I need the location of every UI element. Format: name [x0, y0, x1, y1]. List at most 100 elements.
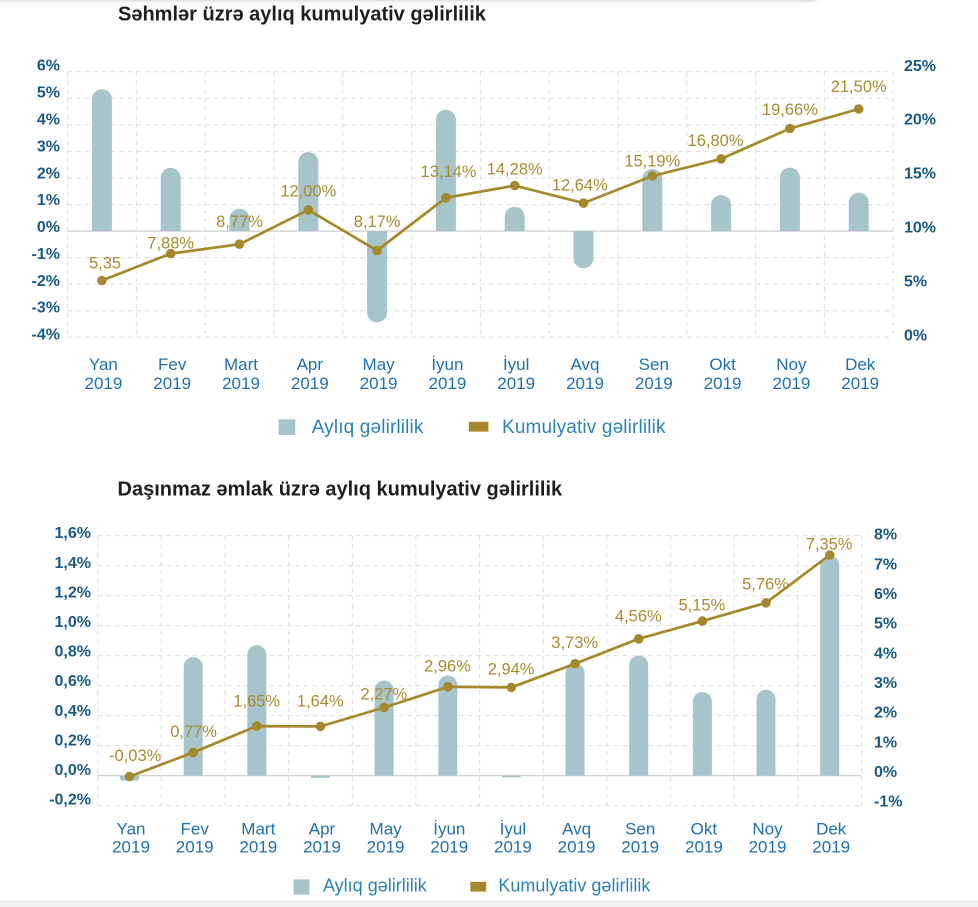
svg-text:7,35%: 7,35%: [806, 535, 853, 553]
svg-text:2019: 2019: [153, 374, 191, 393]
svg-text:İyul: İyul: [500, 820, 526, 839]
svg-text:Avq: Avq: [571, 355, 600, 374]
svg-text:2019: 2019: [303, 838, 341, 857]
svg-text:20%: 20%: [904, 112, 936, 129]
svg-text:4,56%: 4,56%: [615, 608, 662, 626]
svg-text:0,8%: 0,8%: [55, 644, 91, 661]
svg-text:Dek: Dek: [845, 355, 876, 374]
svg-text:2019: 2019: [367, 838, 405, 857]
svg-text:Okt: Okt: [709, 355, 736, 374]
svg-text:10%: 10%: [904, 220, 936, 237]
svg-text:-0,03%: -0,03%: [109, 747, 162, 765]
svg-text:2019: 2019: [621, 838, 659, 857]
svg-text:Yan: Yan: [89, 355, 118, 374]
svg-text:5,15%: 5,15%: [679, 596, 726, 614]
svg-text:8%: 8%: [874, 527, 897, 544]
svg-text:2%: 2%: [874, 705, 897, 722]
svg-text:16,80%: 16,80%: [688, 132, 744, 150]
svg-text:Fev: Fev: [181, 820, 210, 839]
svg-text:2019: 2019: [812, 838, 850, 857]
svg-text:-1%: -1%: [32, 246, 60, 263]
svg-text:0,4%: 0,4%: [55, 703, 91, 720]
svg-text:2019: 2019: [497, 374, 535, 393]
svg-text:2019: 2019: [635, 374, 673, 393]
svg-text:Okt: Okt: [691, 820, 718, 839]
svg-text:3,73%: 3,73%: [551, 634, 598, 652]
svg-text:0%: 0%: [874, 764, 897, 781]
svg-text:8,17%: 8,17%: [354, 213, 401, 231]
svg-text:1,64%: 1,64%: [297, 693, 344, 711]
svg-text:1,2%: 1,2%: [55, 584, 91, 601]
svg-text:12,00%: 12,00%: [280, 183, 336, 201]
svg-text:-1%: -1%: [874, 794, 902, 811]
svg-text:İyun: İyun: [433, 820, 465, 839]
svg-text:2,27%: 2,27%: [361, 685, 408, 703]
svg-text:2019: 2019: [291, 374, 329, 393]
svg-text:1%: 1%: [874, 734, 897, 751]
svg-text:4%: 4%: [874, 645, 897, 662]
svg-text:0,2%: 0,2%: [55, 732, 91, 749]
svg-text:İyun: İyun: [431, 355, 463, 374]
svg-text:Dek: Dek: [816, 820, 847, 839]
svg-text:Kumulyativ gəlirlilik: Kumulyativ gəlirlilik: [498, 876, 651, 896]
svg-text:4%: 4%: [37, 112, 60, 129]
svg-text:2019: 2019: [566, 374, 604, 393]
svg-text:2019: 2019: [841, 374, 879, 393]
svg-text:5,35: 5,35: [89, 255, 121, 273]
svg-text:Sen: Sen: [639, 355, 669, 374]
svg-text:2019: 2019: [749, 838, 787, 857]
svg-text:Apr: Apr: [309, 820, 336, 839]
svg-text:Aylıq gəlirlilik: Aylıq gəlirlilik: [312, 417, 424, 438]
svg-text:1%: 1%: [37, 192, 60, 209]
svg-text:0%: 0%: [904, 327, 927, 344]
svg-text:Noy: Noy: [752, 820, 783, 839]
svg-text:Daşınmaz əmlak üzrə aylıq kumu: Daşınmaz əmlak üzrə aylıq kumulyativ gəl…: [118, 479, 564, 501]
svg-text:2019: 2019: [772, 374, 810, 393]
svg-text:2019: 2019: [176, 838, 214, 857]
svg-text:2019: 2019: [222, 374, 260, 393]
svg-text:2,94%: 2,94%: [488, 660, 535, 678]
svg-text:3%: 3%: [874, 675, 897, 692]
svg-text:Apr: Apr: [297, 355, 324, 374]
svg-text:0%: 0%: [37, 219, 60, 236]
svg-text:-0,2%: -0,2%: [49, 792, 91, 809]
svg-text:2019: 2019: [558, 838, 596, 857]
svg-text:2019: 2019: [360, 374, 398, 393]
svg-text:0,6%: 0,6%: [55, 673, 91, 690]
svg-text:May: May: [363, 355, 396, 374]
svg-text:-2%: -2%: [32, 273, 60, 290]
svg-text:Mart: Mart: [241, 820, 275, 839]
svg-text:Aylıq gəlirlilik: Aylıq gəlirlilik: [323, 876, 428, 896]
svg-text:0,77%: 0,77%: [170, 723, 217, 741]
svg-text:2019: 2019: [430, 838, 468, 857]
svg-text:2019: 2019: [494, 838, 532, 857]
svg-text:1,6%: 1,6%: [55, 525, 91, 542]
svg-text:Sen: Sen: [625, 820, 655, 839]
svg-text:2019: 2019: [704, 374, 742, 393]
svg-text:Fev: Fev: [158, 355, 187, 374]
svg-text:1,65%: 1,65%: [233, 693, 280, 711]
svg-text:2%: 2%: [37, 165, 60, 182]
svg-text:12,64%: 12,64%: [552, 177, 608, 195]
svg-text:14,28%: 14,28%: [487, 160, 543, 178]
svg-text:Yan: Yan: [117, 820, 146, 839]
svg-text:6%: 6%: [874, 586, 897, 603]
svg-text:15%: 15%: [904, 166, 936, 183]
svg-text:6%: 6%: [37, 58, 60, 75]
svg-text:8,77%: 8,77%: [216, 213, 263, 231]
svg-text:2019: 2019: [239, 838, 277, 857]
svg-text:0,0%: 0,0%: [55, 762, 91, 779]
svg-text:2,96%: 2,96%: [424, 658, 471, 676]
svg-text:1,0%: 1,0%: [55, 614, 91, 631]
svg-text:25%: 25%: [904, 58, 936, 75]
svg-text:2019: 2019: [428, 374, 466, 393]
svg-text:Noy: Noy: [776, 355, 807, 374]
svg-text:May: May: [370, 820, 403, 839]
svg-text:7,88%: 7,88%: [147, 235, 194, 253]
svg-text:Mart: Mart: [224, 355, 258, 374]
svg-text:15,19%: 15,19%: [624, 153, 680, 171]
svg-text:Səhmlər üzrə aylıq kumulyativ: Səhmlər üzrə aylıq kumulyativ gəlirlilik: [118, 4, 487, 26]
svg-text:İyul: İyul: [503, 355, 529, 374]
svg-text:Avq: Avq: [562, 820, 591, 839]
svg-text:Kumulyativ gəlirlilik: Kumulyativ gəlirlilik: [502, 417, 666, 438]
